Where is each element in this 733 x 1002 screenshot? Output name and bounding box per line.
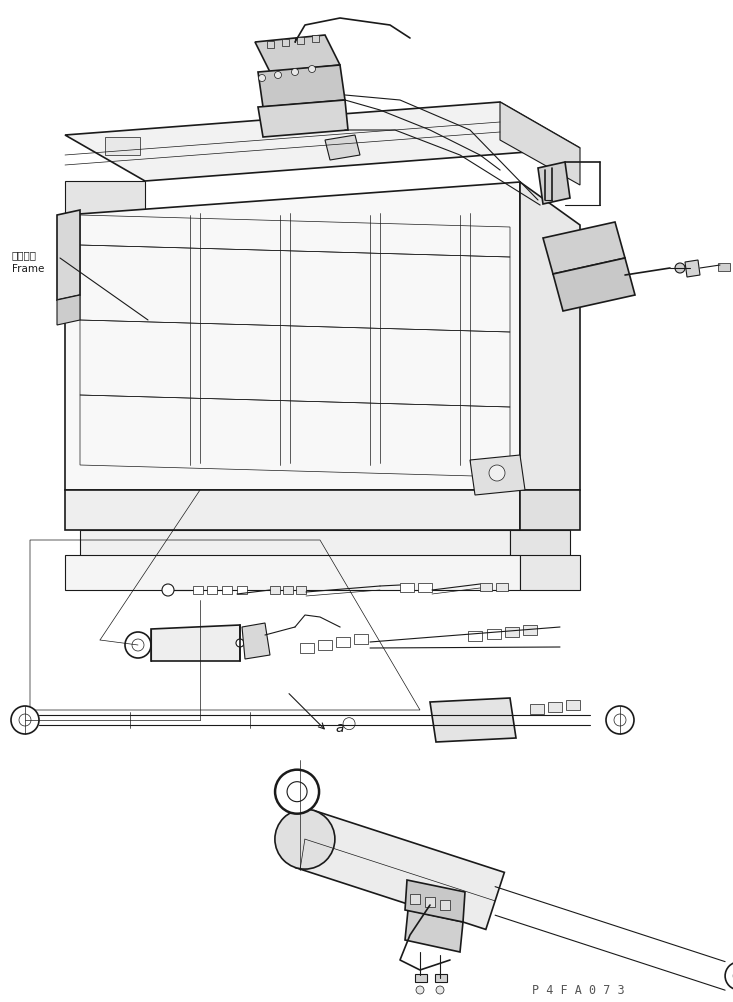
Bar: [283, 586, 293, 594]
Bar: [530, 704, 544, 714]
Bar: [105, 137, 140, 155]
Circle shape: [19, 714, 31, 726]
Polygon shape: [405, 910, 463, 952]
Bar: [415, 974, 427, 982]
Circle shape: [292, 68, 298, 75]
Bar: [496, 583, 508, 591]
Polygon shape: [520, 182, 580, 490]
Bar: [207, 586, 217, 594]
Circle shape: [11, 706, 39, 734]
Bar: [270, 586, 280, 594]
Bar: [418, 583, 432, 592]
Text: フレーム: フレーム: [12, 250, 37, 260]
Polygon shape: [500, 102, 580, 185]
Circle shape: [236, 639, 244, 647]
Circle shape: [614, 714, 626, 726]
Polygon shape: [325, 135, 360, 160]
Circle shape: [416, 986, 424, 994]
Bar: [410, 894, 420, 904]
Circle shape: [309, 65, 315, 72]
Circle shape: [436, 986, 444, 994]
Circle shape: [725, 962, 733, 990]
Polygon shape: [520, 490, 580, 530]
Polygon shape: [258, 100, 348, 137]
Circle shape: [489, 465, 505, 481]
Circle shape: [675, 263, 685, 273]
Polygon shape: [685, 260, 700, 277]
Bar: [312, 35, 319, 42]
Polygon shape: [430, 698, 516, 742]
Bar: [354, 634, 368, 644]
Polygon shape: [553, 258, 635, 311]
Bar: [523, 625, 537, 635]
Polygon shape: [65, 181, 145, 215]
Bar: [296, 586, 306, 594]
Circle shape: [275, 770, 319, 814]
Polygon shape: [242, 623, 270, 659]
Bar: [548, 702, 562, 712]
Polygon shape: [80, 530, 510, 560]
Polygon shape: [65, 490, 520, 530]
Bar: [487, 629, 501, 639]
Circle shape: [162, 584, 174, 596]
Bar: [468, 631, 482, 641]
Polygon shape: [65, 555, 520, 590]
Bar: [505, 627, 519, 637]
Bar: [267, 41, 274, 48]
Bar: [318, 640, 332, 650]
Circle shape: [606, 706, 634, 734]
Bar: [480, 583, 492, 591]
Bar: [440, 900, 450, 910]
Bar: [282, 39, 289, 46]
Text: a: a: [335, 720, 344, 734]
Polygon shape: [255, 35, 340, 72]
Polygon shape: [538, 162, 570, 204]
Text: Frame: Frame: [12, 264, 45, 274]
Circle shape: [125, 632, 151, 658]
Bar: [400, 583, 414, 592]
Circle shape: [274, 71, 281, 78]
Polygon shape: [57, 210, 80, 300]
Bar: [237, 586, 247, 594]
Circle shape: [343, 717, 355, 729]
Polygon shape: [295, 811, 504, 930]
Polygon shape: [405, 880, 465, 922]
Bar: [297, 37, 304, 44]
Bar: [566, 700, 580, 710]
Polygon shape: [520, 555, 580, 590]
Polygon shape: [65, 102, 580, 181]
Bar: [336, 637, 350, 647]
Polygon shape: [470, 455, 525, 495]
Polygon shape: [510, 530, 570, 560]
Bar: [300, 643, 314, 653]
Circle shape: [132, 639, 144, 651]
Bar: [435, 974, 447, 982]
Polygon shape: [65, 182, 520, 490]
Circle shape: [275, 809, 335, 869]
Polygon shape: [57, 295, 80, 325]
Polygon shape: [543, 222, 625, 274]
Polygon shape: [151, 625, 240, 661]
Polygon shape: [258, 65, 345, 107]
Bar: [193, 586, 203, 594]
Circle shape: [287, 782, 307, 802]
Bar: [425, 897, 435, 907]
Bar: [222, 586, 232, 594]
Text: P 4 F A 0 7 3: P 4 F A 0 7 3: [532, 984, 625, 997]
Bar: [718, 263, 730, 271]
Circle shape: [259, 74, 265, 81]
